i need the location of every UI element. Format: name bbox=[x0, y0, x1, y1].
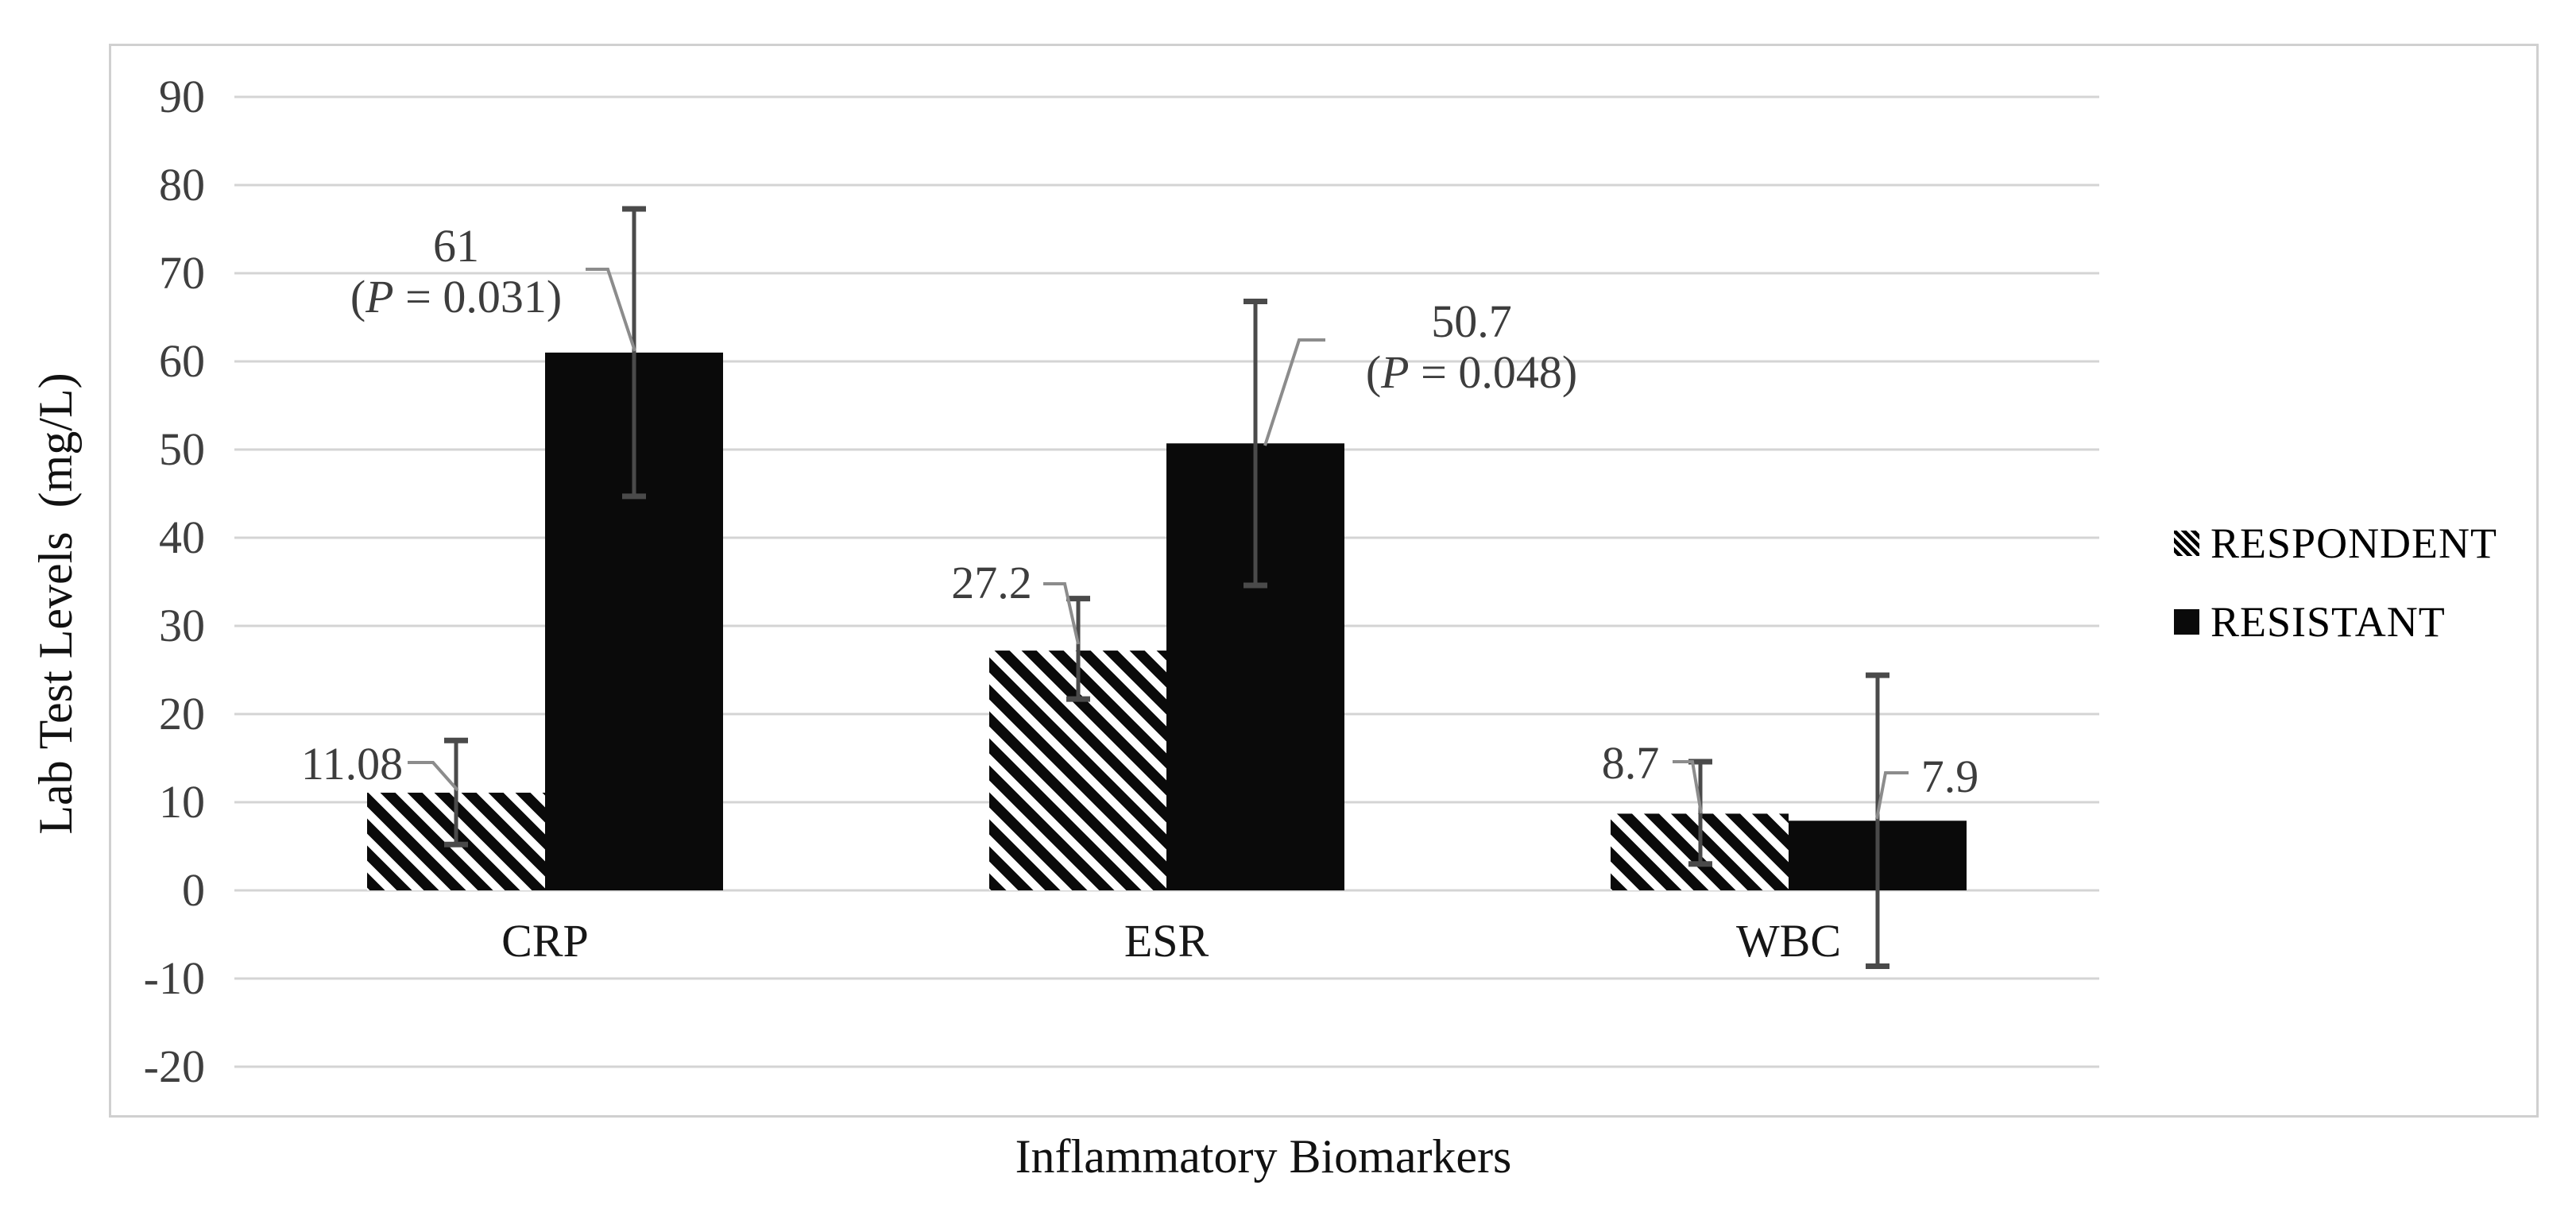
y-tick-40: 40 bbox=[159, 512, 205, 563]
y-tick-0: 0 bbox=[182, 864, 205, 916]
label-crp-respondent: 11.08 bbox=[34, 739, 670, 790]
label-wbc-resistant-leader-line bbox=[1875, 771, 1909, 820]
x-axis-title: Inflammatory Biomarkers bbox=[1015, 1130, 1512, 1183]
error-bars bbox=[444, 206, 1889, 969]
y-axis-title: Lab Test Levels (mg/L) bbox=[29, 373, 82, 835]
label-crp-respondent-leader-line bbox=[408, 761, 459, 792]
annotation-text: (P = 0.031) bbox=[350, 271, 563, 322]
chart-border-frame bbox=[109, 44, 2539, 1118]
y-tick--10: -10 bbox=[143, 952, 205, 1004]
y-tick-10: 10 bbox=[159, 776, 205, 828]
label-esr-respondent-leader-line bbox=[1043, 582, 1080, 645]
annotation-text: 61 bbox=[433, 220, 479, 272]
y-tick-60: 60 bbox=[159, 335, 205, 387]
annotation-text: 11.08 bbox=[300, 738, 404, 790]
legend-label: RESISTANT bbox=[2210, 598, 2446, 646]
y-tick-90: 90 bbox=[159, 71, 205, 122]
category-label-esr: ESR bbox=[1124, 915, 1209, 967]
annotation-text: 50.7 bbox=[1431, 295, 1512, 347]
y-tick-80: 80 bbox=[159, 159, 205, 210]
legend-label: RESPONDENT bbox=[2210, 519, 2498, 567]
label-esr-respondent: 27.2 bbox=[674, 558, 1309, 608]
annotation-text: 8.7 bbox=[1601, 737, 1660, 789]
resistant-solid-swatch-icon bbox=[2174, 609, 2199, 635]
label-esr-resistant: 50.7 (P = 0.048) bbox=[1154, 296, 1789, 398]
category-label-crp: CRP bbox=[501, 915, 589, 967]
bars bbox=[367, 352, 1967, 890]
label-wbc-respondent: 8.7 bbox=[1313, 738, 1948, 789]
annotation-text: 27.2 bbox=[951, 557, 1032, 608]
y-tick-70: 70 bbox=[159, 247, 205, 299]
y-tick-20: 20 bbox=[159, 688, 205, 739]
legend-entry-respondent: RESPONDENT bbox=[2174, 519, 2497, 567]
annotation-text: 7.9 bbox=[1920, 751, 1979, 802]
annotation-text: (P = 0.048) bbox=[1365, 346, 1578, 398]
label-wbc-resistant: 7.9 bbox=[1632, 751, 2268, 802]
respondent-hatch-swatch-icon bbox=[2174, 531, 2199, 556]
annotation-leader-lines bbox=[408, 268, 1909, 820]
legend-entry-resistant: RESISTANT bbox=[2174, 598, 2446, 646]
y-tick--20: -20 bbox=[143, 1040, 205, 1092]
category-label-wbc: WBC bbox=[1735, 915, 1842, 967]
label-esr-resistant-leader-line bbox=[1263, 338, 1325, 446]
y-tick-50: 50 bbox=[159, 423, 205, 475]
label-crp-resistant: 61 (P = 0.031) bbox=[138, 221, 774, 322]
label-wbc-respondent-leader-line bbox=[1673, 760, 1703, 814]
label-crp-resistant-leader-line bbox=[586, 268, 636, 352]
y-tick-30: 30 bbox=[159, 600, 205, 651]
